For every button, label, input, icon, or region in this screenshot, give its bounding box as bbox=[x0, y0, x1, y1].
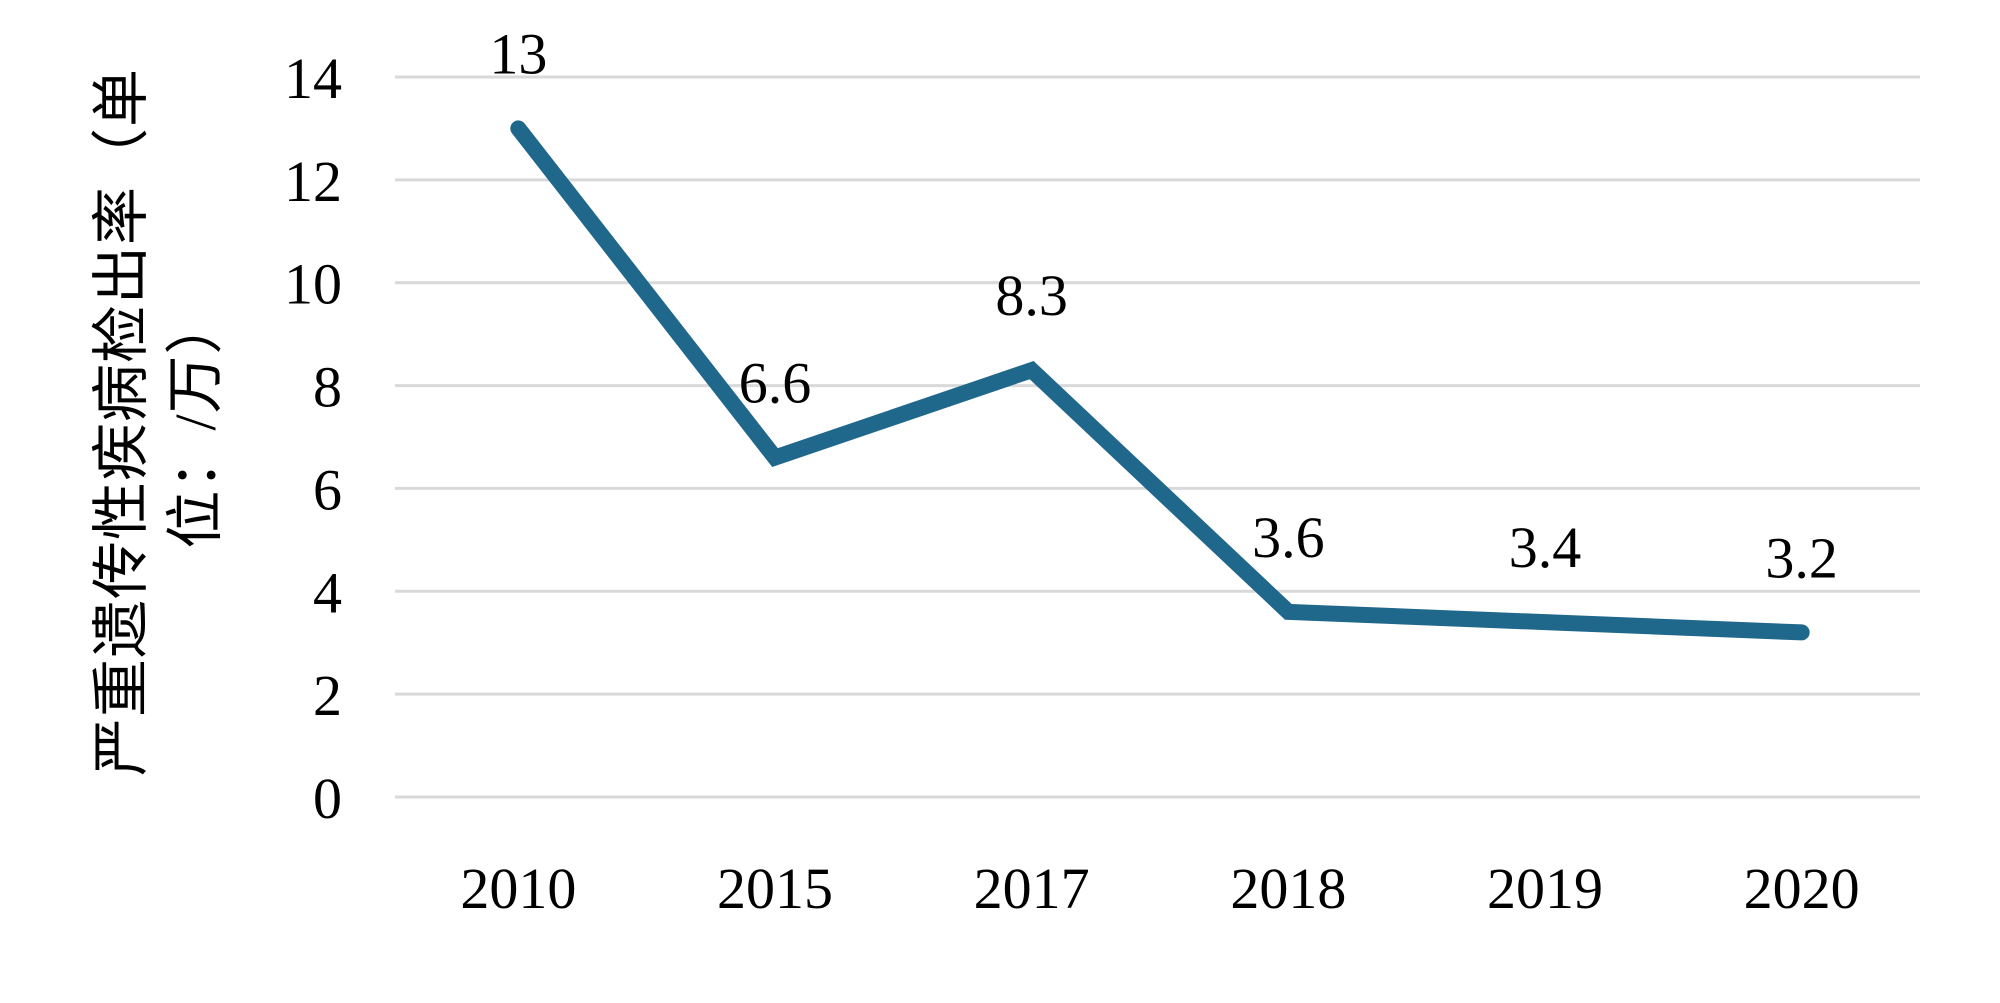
x-tick-label: 2017 bbox=[974, 856, 1090, 921]
data-label: 8.3 bbox=[995, 263, 1068, 328]
data-label: 3.2 bbox=[1765, 525, 1838, 590]
y-tick-label: 0 bbox=[313, 766, 342, 831]
x-tick-label: 2010 bbox=[460, 856, 576, 921]
data-label: 3.6 bbox=[1252, 505, 1325, 570]
x-tick-label: 2020 bbox=[1744, 856, 1860, 921]
data-label: 13 bbox=[489, 21, 547, 86]
x-tick-label: 2018 bbox=[1230, 856, 1346, 921]
x-tick-label: 2019 bbox=[1487, 856, 1603, 921]
y-tick-label: 12 bbox=[284, 149, 342, 214]
y-tick-label: 10 bbox=[284, 252, 342, 317]
series-line bbox=[510, 120, 1810, 641]
y-tick-label: 6 bbox=[313, 457, 342, 522]
data-label: 6.6 bbox=[739, 351, 812, 416]
y-tick-label: 2 bbox=[313, 663, 342, 728]
y-tick-label: 14 bbox=[284, 46, 342, 111]
y-tick-label: 4 bbox=[313, 560, 342, 625]
data-label: 3.4 bbox=[1509, 515, 1582, 580]
x-tick-label: 2015 bbox=[717, 856, 833, 921]
y-tick-label: 8 bbox=[313, 355, 342, 420]
